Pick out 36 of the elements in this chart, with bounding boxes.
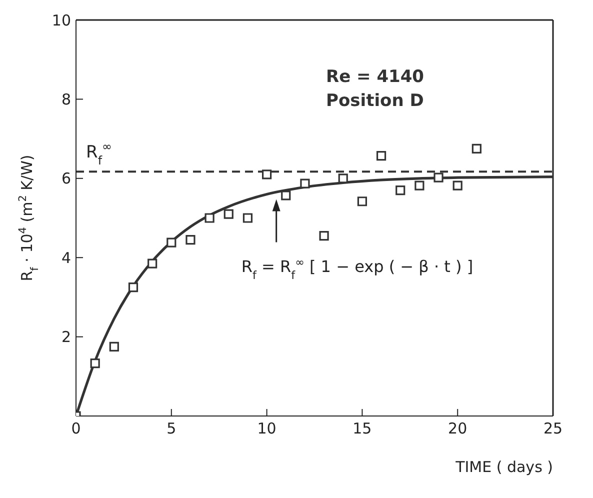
y-tick-label: 4	[61, 248, 71, 267]
annotation: Position D	[326, 90, 424, 113]
point	[262, 170, 272, 180]
point	[338, 174, 348, 184]
x-tick-label: 0	[71, 420, 81, 438]
point	[204, 213, 214, 223]
point	[376, 151, 386, 161]
point	[224, 209, 234, 219]
y-tick-label: 8	[61, 90, 71, 109]
x-tick-label: 5	[166, 420, 176, 438]
point	[281, 190, 291, 200]
point	[414, 180, 424, 190]
x-tick-label: 20	[448, 420, 468, 438]
point	[90, 358, 100, 368]
point	[242, 213, 253, 223]
point	[186, 234, 196, 245]
y-tick-label: 10	[52, 11, 71, 30]
point	[148, 258, 158, 268]
x-axis-title: TIME ( days )	[454, 458, 553, 476]
annotation: Re = 4140	[326, 66, 424, 89]
point	[109, 342, 119, 352]
y-tick-label: 6	[61, 170, 71, 188]
point	[434, 172, 444, 182]
x-tick-label: 25	[543, 420, 563, 438]
point	[166, 238, 176, 248]
y-tick-label: 2	[61, 328, 71, 346]
point	[300, 178, 310, 188]
x-tick-label: 10	[257, 420, 276, 438]
point	[452, 180, 462, 190]
point	[319, 231, 329, 241]
point	[128, 282, 138, 292]
point	[396, 185, 406, 196]
x-tick-label: 15	[352, 420, 372, 438]
point	[472, 144, 482, 154]
annotation: R$_{f}$ = R$_{f}$$^{∞}$ [ 1 − exp ( − β · t ) ]	[241, 256, 474, 282]
point	[357, 196, 367, 206]
